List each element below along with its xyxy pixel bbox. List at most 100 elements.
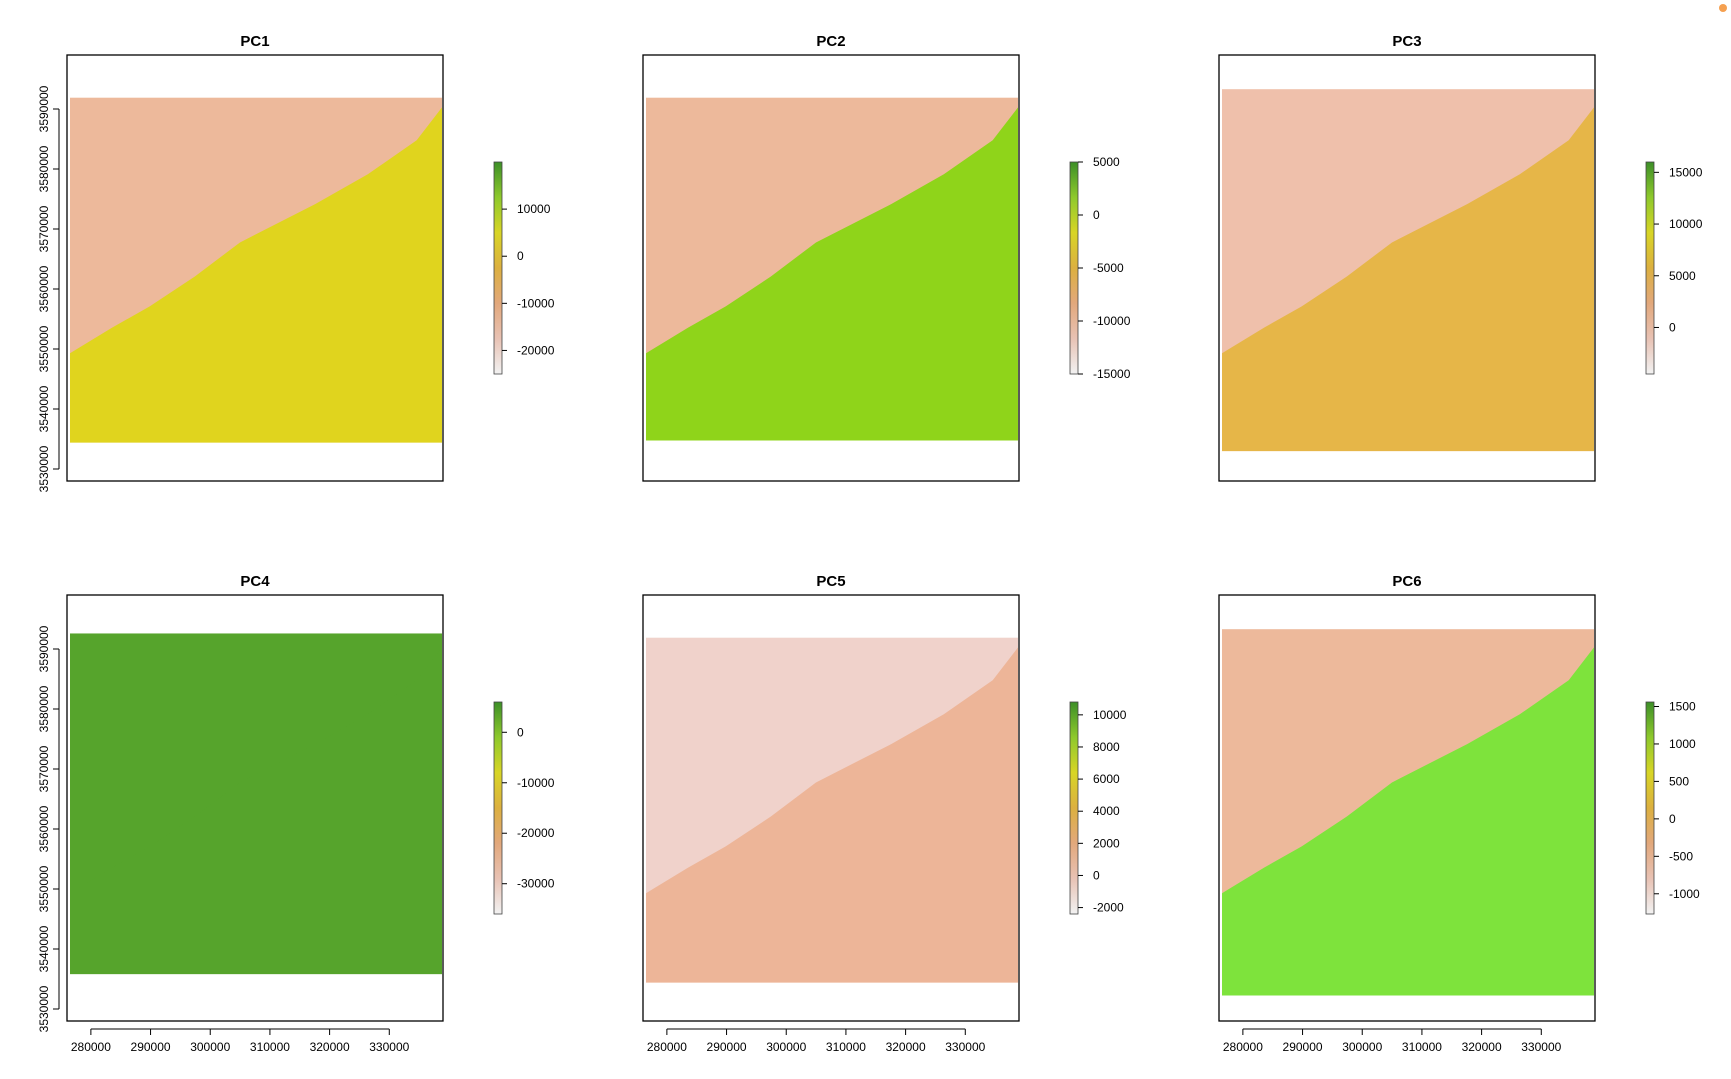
land-area [1222,647,1594,996]
y-axis: 3530000 3540000 3550000 3560000 3570000 35800… [37,85,60,492]
land-area [70,107,442,443]
x-tick-label: 320000 [1462,1040,1502,1054]
x-tick-label: 280000 [1223,1040,1263,1054]
x-tick-label: 280000 [647,1040,687,1054]
legend-bar [1645,701,1655,915]
panel-title: PC4 [240,573,270,590]
legend-colorbar: 10000 0 -10000 -20000 [493,161,555,375]
legend-tick-label: 10000 [1093,708,1127,722]
x-tick-label: 320000 [310,1040,350,1054]
plot-frame [642,54,1020,482]
legend-colorbar: 5000 0 -5000 -10000 -15000 [1069,155,1131,381]
legend-colorbar: 10000 8000 6000 4000 2000 0 -2000 [1069,701,1127,915]
y-tick-label: 3530000 [37,445,51,492]
legend-tick-label: -10000 [1093,314,1131,328]
y-tick-label: 3540000 [37,385,51,432]
raster-image [1222,629,1594,996]
legend-tick-label: 1000 [1669,737,1696,751]
x-tick-label: 290000 [1283,1040,1323,1054]
x-tick-label: 320000 [886,1040,926,1054]
x-tick-label: 330000 [1521,1040,1561,1054]
legend-tick-label: 0 [1093,208,1100,222]
legend-tick-label: 8000 [1093,740,1120,754]
legend-tick-label: 10000 [517,202,551,216]
legend-tick-label: 2000 [1093,836,1120,850]
x-tick-label: 330000 [369,1040,409,1054]
legend-colorbar: 0 -10000 -20000 -30000 [493,701,555,915]
legend-tick-label: 15000 [1669,165,1703,179]
plot-frame [1218,54,1596,482]
y-tick-label: 3560000 [37,265,51,312]
y-tick-label: 3550000 [37,325,51,372]
legend-bar [1069,161,1079,375]
y-tick-label: 3590000 [37,85,51,132]
x-tick-label: 290000 [707,1040,747,1054]
legend-bar [493,161,503,375]
x-tick-label: 310000 [250,1040,290,1054]
panel-title: PC2 [816,33,845,50]
panel-pc6: PC6 280000 290000 300000 310000 320000 330000 1… [1218,573,1700,1054]
legend-bar [1645,161,1655,375]
land-area [646,107,1018,441]
legend-tick-label: 0 [517,725,524,739]
plot-frame [1218,594,1596,1022]
legend-tick-label: -1000 [1669,887,1700,901]
legend-bar [1069,701,1079,915]
x-tick-label: 300000 [190,1040,230,1054]
x-axis: 280000 290000 300000 310000 320000 330000 [647,1028,986,1054]
legend-tick-label: 0 [1093,868,1100,882]
legend-tick-label: -30000 [517,877,555,891]
legend-tick-label: -10000 [517,296,555,310]
plot-frame [66,594,444,1022]
status-dot [1719,4,1727,12]
panel-pc2: PC2 5000 0 -5000 -10000 -15000 [642,33,1131,482]
x-tick-label: 330000 [945,1040,985,1054]
legend-tick-label: -20000 [517,826,555,840]
legend-tick-label: 6000 [1093,772,1120,786]
panel-title: PC5 [816,573,845,590]
x-tick-label: 290000 [131,1040,171,1054]
legend-tick-label: -2000 [1093,901,1124,915]
y-tick-label: 3540000 [37,925,51,972]
x-tick-label: 300000 [766,1040,806,1054]
legend-colorbar: 15000 10000 5000 0 [1645,161,1703,375]
y-tick-label: 3580000 [37,145,51,192]
legend-tick-label: 5000 [1093,155,1120,169]
y-tick-label: 3570000 [37,205,51,252]
panel-pc4: PC4 3530000 3540000 3550000 3560000 3570000 35… [37,573,555,1054]
panel-title: PC3 [1392,33,1421,50]
land-area [646,647,1018,983]
legend-tick-label: 5000 [1669,269,1696,283]
raster-image [646,637,1018,983]
y-tick-label: 3580000 [37,685,51,732]
legend-tick-label: 4000 [1093,804,1120,818]
panel-pc1: PC13530000354000035500003560000357000035… [37,33,555,492]
x-tick-label: 280000 [71,1040,111,1054]
legend-tick-label: 10000 [1669,217,1703,231]
legend-tick-label: -5000 [1093,261,1124,275]
raster-image [1222,89,1594,452]
plot-frame [642,594,1020,1022]
raster-image [646,97,1018,441]
y-tick-label: 3590000 [37,625,51,672]
legend-tick-label: -10000 [517,776,555,790]
raster-image [70,633,442,975]
plot-frame [66,54,444,482]
legend-tick-label: -15000 [1093,367,1131,381]
y-tick-label: 3560000 [37,805,51,852]
panel-pc5: PC5 280000 290000 300000 310000 320000 330000 1… [642,573,1127,1054]
y-tick-label: 3550000 [37,865,51,912]
y-tick-label: 3530000 [37,985,51,1032]
legend-tick-label: 0 [1669,320,1676,334]
panel-title: PC1 [240,33,269,50]
x-tick-label: 310000 [1402,1040,1442,1054]
y-tick-label: 3570000 [37,745,51,792]
panel-pc3: PC3 15000 10000 5000 0 [1218,33,1703,482]
legend-tick-label: 500 [1669,774,1689,788]
x-axis: 280000 290000 300000 310000 320000 330000 [71,1028,410,1054]
land-area [1222,107,1594,452]
legend-tick-label: -500 [1669,849,1693,863]
legend-colorbar: 1500 1000 500 0 -500 -1000 [1645,699,1700,915]
x-axis: 280000 290000 300000 310000 320000 330000 [1223,1028,1562,1054]
